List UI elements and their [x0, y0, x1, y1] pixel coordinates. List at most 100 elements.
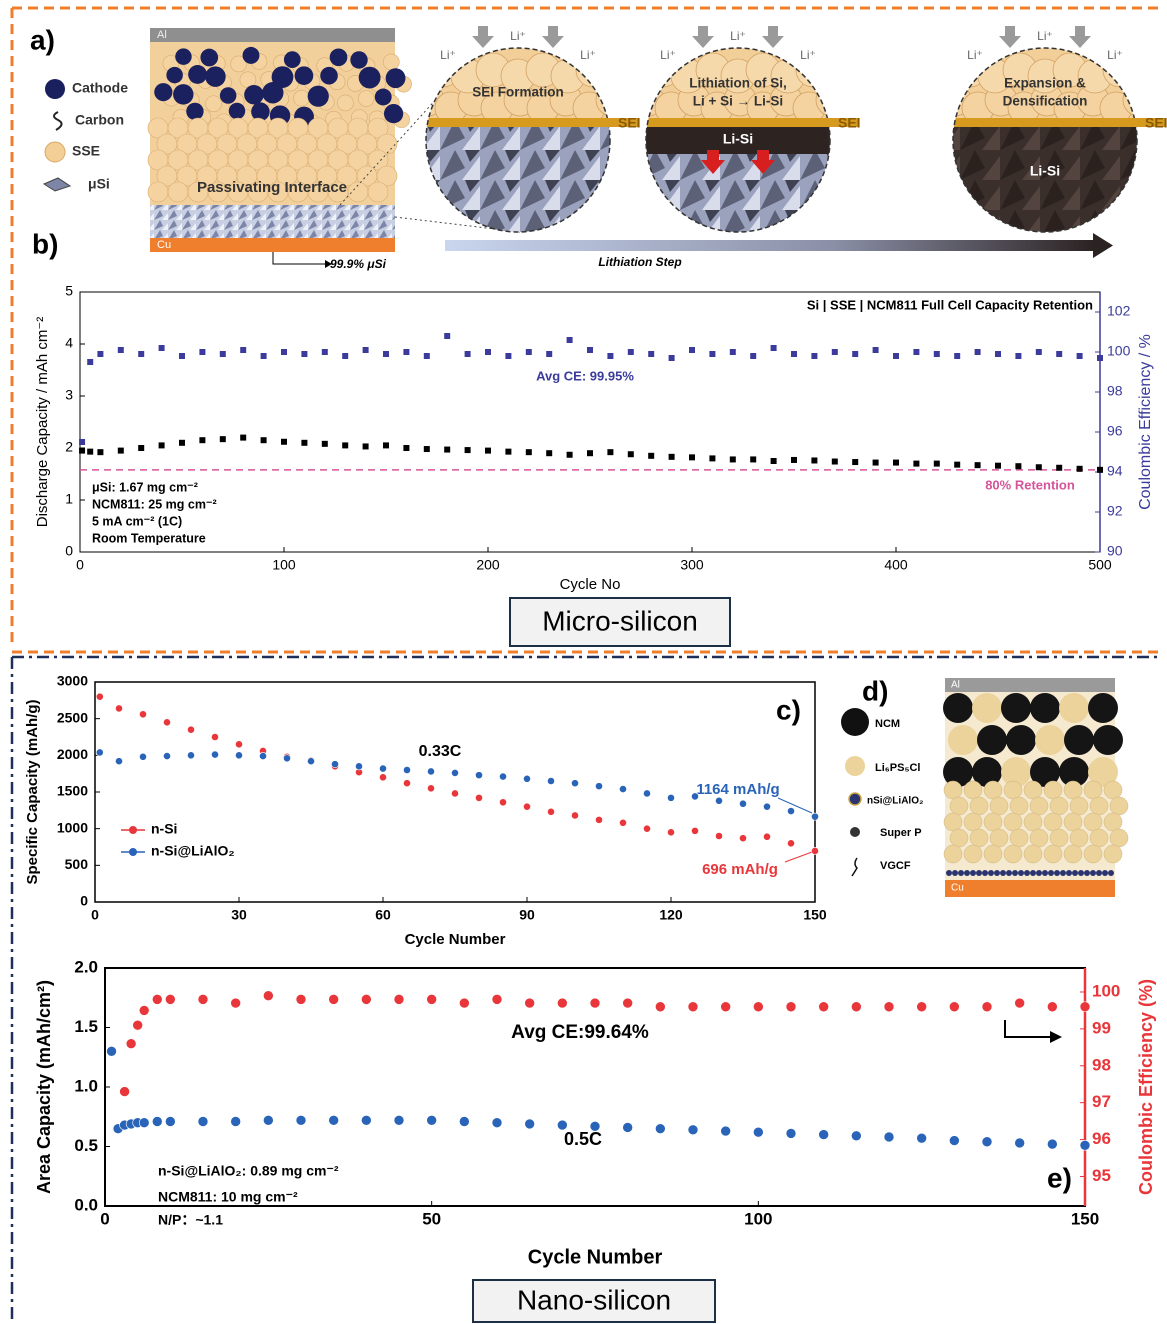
ion-label: Li⁺: [730, 29, 746, 43]
point: [179, 440, 185, 446]
point: [139, 1118, 149, 1128]
sse-particle: [148, 182, 168, 202]
point: [763, 833, 770, 840]
particle: [1090, 870, 1096, 876]
point: [261, 353, 267, 359]
point: [913, 461, 919, 467]
particle: [990, 829, 1008, 847]
point: [427, 994, 437, 1004]
point: [79, 439, 85, 445]
point: [96, 693, 103, 700]
point: [873, 460, 879, 466]
point: [523, 803, 530, 810]
legend-label: Carbon: [75, 112, 124, 128]
point: [383, 442, 389, 448]
point: [954, 462, 960, 468]
particle: [1066, 870, 1072, 876]
sse-particle: [294, 90, 310, 106]
particle: [964, 813, 982, 831]
point: [139, 711, 146, 718]
point: [1077, 353, 1083, 359]
y2-axis-title: Coulombic Efficiency (%): [1136, 979, 1156, 1195]
cathode-particle: [350, 51, 367, 68]
ion-label: Li⁺: [580, 48, 596, 62]
particle: [944, 781, 962, 799]
particle: [1064, 845, 1082, 863]
point: [669, 454, 675, 460]
step-title: Li + Si → Li-Si: [693, 94, 783, 109]
particle: [1010, 829, 1028, 847]
axis-arrow-head: [1050, 1031, 1062, 1043]
point: [283, 755, 290, 762]
point: [571, 780, 578, 787]
sei-layer: [950, 118, 1140, 127]
point: [165, 994, 175, 1004]
particle: [1070, 829, 1088, 847]
x-tick-label: 100: [272, 557, 296, 573]
point: [211, 733, 218, 740]
particle: [1042, 870, 1048, 876]
particle: [1104, 781, 1122, 799]
point: [546, 351, 552, 357]
point: [261, 437, 267, 443]
point: [138, 351, 144, 357]
point: [363, 443, 369, 449]
particle: [1010, 797, 1028, 815]
point: [363, 347, 369, 353]
sei-layer: [423, 118, 613, 127]
y-tick-label: 1: [65, 491, 73, 507]
sse-particle: [368, 182, 388, 202]
stack-label: Passivating Interface: [197, 179, 347, 196]
point: [523, 775, 530, 782]
particle: [1044, 781, 1062, 799]
point: [567, 337, 573, 343]
core-label: Li-Si: [1030, 163, 1060, 179]
y-axis-title: Discharge Capacity / mAh cm⁻²: [34, 317, 51, 527]
ion-arrow: [999, 26, 1021, 48]
sse-particle: [337, 95, 353, 111]
cathode-particle: [375, 89, 392, 106]
point: [571, 812, 578, 819]
particle: [1044, 845, 1062, 863]
point: [623, 998, 633, 1008]
ion-label: Li⁺: [440, 48, 456, 62]
lithiation-steps: SEISEI FormationLi⁺Li⁺Li⁺SEILithiation o…: [412, 26, 1167, 236]
legend-icon: [845, 756, 865, 776]
cathode-particle: [220, 87, 237, 104]
point: [235, 741, 242, 748]
point: [87, 359, 93, 365]
annotation: n-Si@LiAlO₂: 0.89 mg cm⁻²: [158, 1163, 339, 1179]
point: [590, 1121, 600, 1131]
axis-arrow: [1005, 1020, 1050, 1037]
point: [427, 768, 434, 775]
y-tick-label: 3: [65, 387, 73, 403]
point: [361, 994, 371, 1004]
x-tick-label: 60: [375, 907, 391, 923]
cathode-particle: [330, 48, 348, 66]
particle: [1000, 870, 1006, 876]
point: [263, 1115, 273, 1125]
point: [118, 347, 124, 353]
point: [492, 1118, 502, 1128]
legend-icon: [54, 112, 62, 130]
point: [771, 345, 777, 351]
point: [403, 780, 410, 787]
point: [331, 761, 338, 768]
legend-icon: [852, 858, 857, 876]
particle: [1012, 870, 1018, 876]
point: [263, 991, 273, 1001]
point: [1097, 467, 1103, 473]
particle: [964, 870, 970, 876]
point: [427, 1115, 437, 1125]
legend-icon: [44, 178, 70, 191]
point: [240, 347, 246, 353]
point: [975, 349, 981, 355]
cathode-particle: [200, 49, 218, 67]
arrow-label: Lithiation Step: [598, 255, 681, 269]
particle: [1108, 870, 1114, 876]
cell-stack-d: [943, 678, 1128, 897]
point: [753, 1127, 763, 1137]
point: [1015, 463, 1021, 469]
point: [557, 1120, 567, 1130]
particle: [964, 845, 982, 863]
